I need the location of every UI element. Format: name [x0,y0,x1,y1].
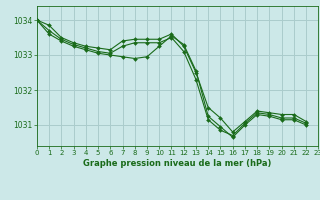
X-axis label: Graphe pression niveau de la mer (hPa): Graphe pression niveau de la mer (hPa) [84,159,272,168]
